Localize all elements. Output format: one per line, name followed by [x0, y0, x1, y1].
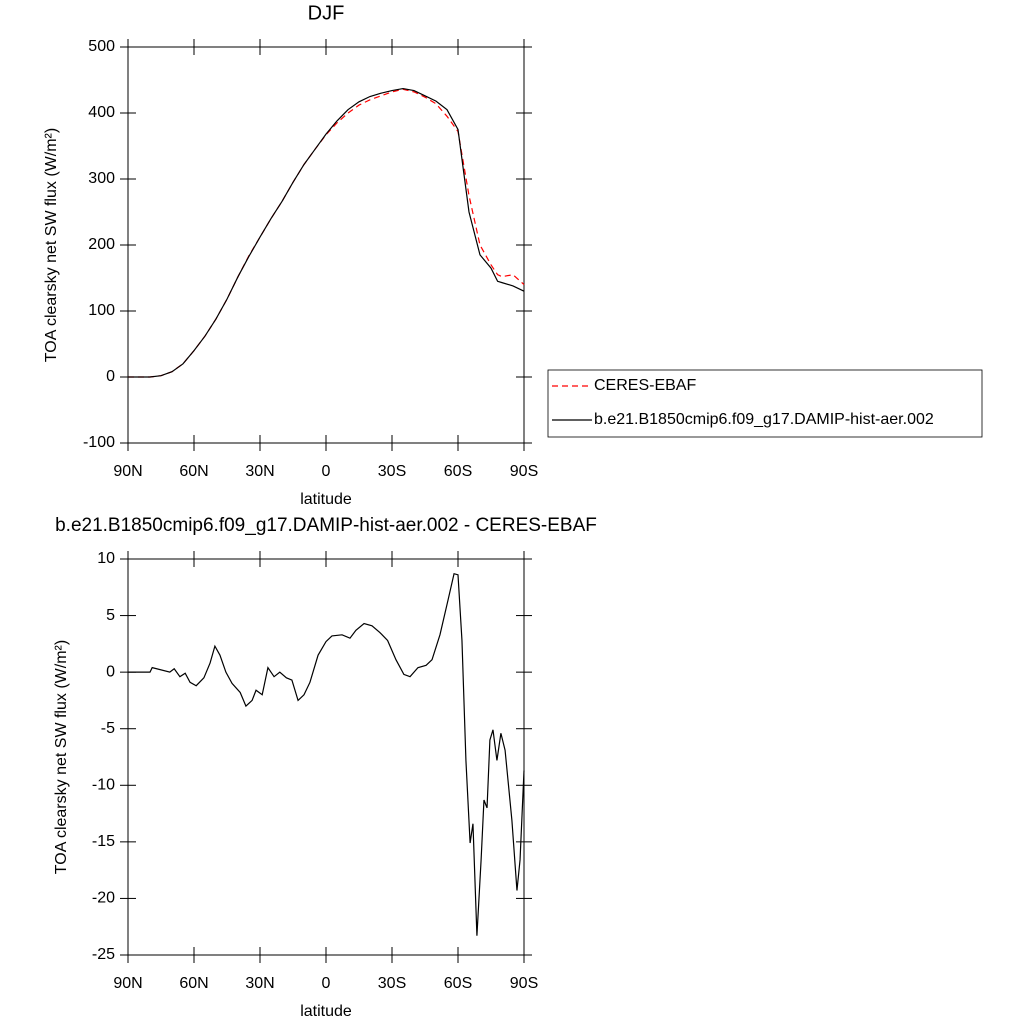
y-tick-label: 300 [88, 170, 115, 187]
legend-label: b.e21.B1850cmip6.f09_g17.DAMIP-hist-aer.… [594, 411, 934, 428]
y-tick-label: -20 [92, 890, 115, 907]
y-tick-label: 500 [88, 38, 115, 55]
x-tick-label: 60N [179, 463, 208, 480]
x-tick-label: 30N [245, 463, 274, 480]
plot-frame [127, 558, 525, 956]
y-tick-label: 200 [88, 236, 115, 253]
x-tick-label: 0 [322, 975, 331, 992]
x-tick-label: 30S [378, 463, 406, 480]
y-tick-label: 400 [88, 104, 115, 121]
y-tick-label: 0 [106, 368, 115, 385]
x-tick-label: 90N [113, 975, 142, 992]
x-tick-label: 30S [378, 975, 406, 992]
x-tick-label: 60S [444, 975, 472, 992]
y-tick-label: -25 [92, 946, 115, 963]
y-tick-label: 0 [106, 663, 115, 680]
x-tick-label: 90S [510, 463, 538, 480]
x-tick-label: 0 [322, 463, 331, 480]
y-tick-label: 100 [88, 302, 115, 319]
chart-title: DJF [308, 2, 345, 24]
x-tick-label: 90S [510, 975, 538, 992]
x-axis-label: latitude [300, 491, 352, 508]
y-tick-label: -15 [92, 833, 115, 850]
y-tick-label: 10 [97, 550, 115, 567]
y-axis-label: TOA clearsky net SW flux (W/m²) [53, 640, 70, 874]
y-axis-label: TOA clearsky net SW flux (W/m²) [43, 128, 60, 362]
x-tick-label: 60S [444, 463, 472, 480]
x-tick-label: 60N [179, 975, 208, 992]
plot-frame [127, 46, 525, 444]
data-line [128, 88, 525, 378]
chart-title: b.e21.B1850cmip6.f09_g17.DAMIP-hist-aer.… [55, 515, 597, 536]
data-line [128, 87, 525, 378]
y-tick-label: 5 [106, 607, 115, 624]
data-line [128, 572, 525, 936]
legend-box [547, 369, 983, 438]
y-tick-label: -100 [83, 434, 115, 451]
x-tick-label: 30N [245, 975, 274, 992]
y-tick-label: -5 [101, 720, 115, 737]
legend-label: CERES-EBAF [594, 377, 696, 394]
x-axis-label: latitude [300, 1003, 352, 1020]
x-tick-label: 90N [113, 463, 142, 480]
y-tick-label: -10 [92, 777, 115, 794]
